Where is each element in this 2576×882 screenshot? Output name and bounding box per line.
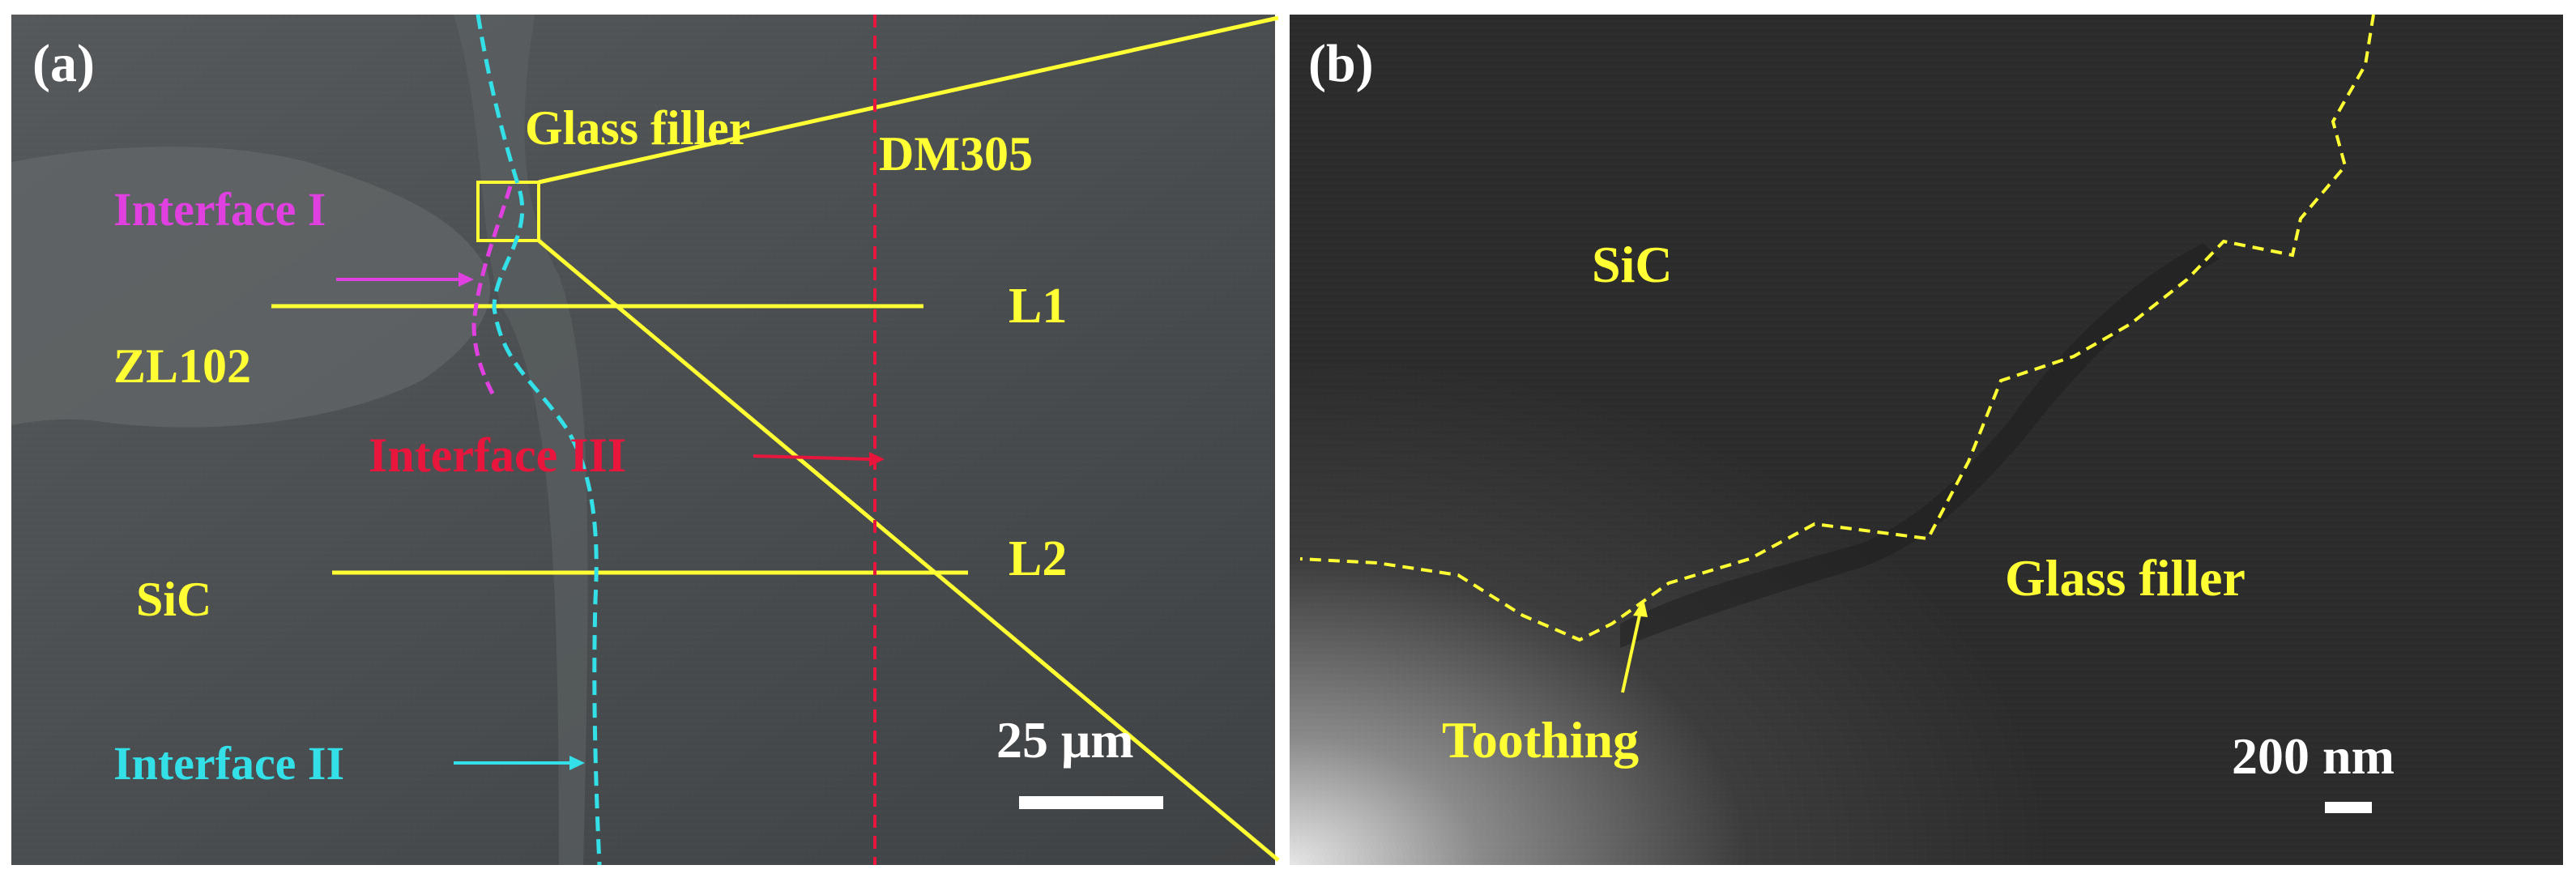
interface-1-label: Interface I (113, 183, 326, 236)
scale-bar-b (2325, 802, 2372, 813)
zoom-box (476, 181, 540, 242)
zoom-connector-bottom (537, 239, 1280, 862)
interface-3-label: Interface III (369, 428, 626, 482)
sic-label-a: SiC (136, 573, 211, 626)
interface-1-arrowhead (458, 272, 474, 287)
zl102-region (11, 147, 491, 428)
glass-filler-label: Glass filler (525, 101, 750, 155)
sic-label-b: SiC (1592, 236, 1673, 293)
panel-a-label: (a) (32, 34, 95, 93)
toothing-boundary (1299, 14, 2375, 642)
panel-b-texture (1290, 15, 2563, 865)
panel-a: (a) Glass filler DM305 Interface I L1 ZL… (11, 14, 1280, 866)
interface-3-arrowhead (869, 452, 885, 467)
toothing-arrowhead (1633, 599, 1648, 617)
interface-2-arrowhead (569, 756, 585, 770)
interface-3-arrow (753, 454, 872, 461)
filler-region (454, 15, 588, 865)
dm305-label: DM305 (879, 127, 1033, 181)
zoom-connector-top (538, 15, 1279, 185)
toothing-arrow (1621, 611, 1642, 693)
scale-bar-a-label: 25 μm (996, 711, 1134, 769)
panel-b: (b) SiC Glass filler Toothing 200 nm (1290, 14, 2563, 865)
interface-1-curve (471, 185, 513, 398)
interface-2-curve (476, 14, 602, 866)
toothing-label: Toothing (1442, 711, 1639, 769)
scale-bar-a (1019, 796, 1163, 809)
panel-b-label: (b) (1308, 34, 1374, 93)
l1-label: L1 (1009, 279, 1067, 334)
scale-bar-b-label: 200 nm (2232, 727, 2395, 785)
glass-filler-label-b: Glass filler (2005, 549, 2245, 607)
interface-shadow (1620, 243, 2220, 648)
l2-label: L2 (1009, 531, 1067, 586)
interface-2-label: Interface II (113, 737, 344, 790)
zl102-label: ZL102 (113, 339, 251, 393)
